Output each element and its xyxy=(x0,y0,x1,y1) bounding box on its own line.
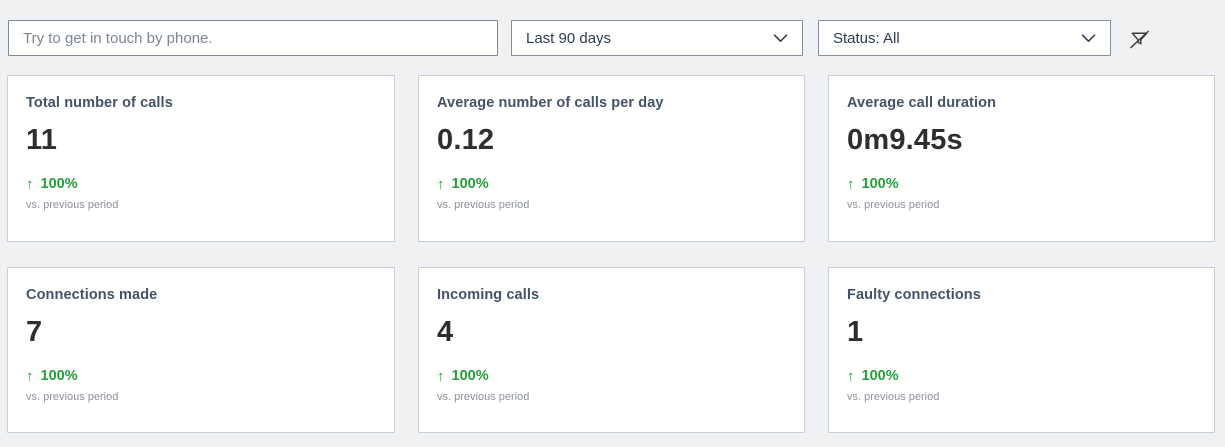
stats-grid: Total number of calls 11 ↑ 100% vs. prev… xyxy=(7,75,1215,433)
arrow-up-icon: ↑ xyxy=(847,175,855,193)
stat-card-delta: ↑ 100% xyxy=(847,176,1196,192)
stat-card-delta: ↑ 100% xyxy=(26,368,376,384)
stat-card-title: Faulty connections xyxy=(847,287,981,303)
stat-card-faulty-connections: Faulty connections 1 ↑ 100% vs. previous… xyxy=(828,267,1215,433)
stat-card-avg-call-duration: Average call duration 0m9.45s ↑ 100% vs.… xyxy=(828,75,1215,242)
stat-card-value: 11 xyxy=(26,124,58,156)
stat-card-avg-calls-per-day: Average number of calls per day 0.12 ↑ 1… xyxy=(418,75,805,242)
stat-card-title: Incoming calls xyxy=(437,287,540,303)
stat-card-value: 1 xyxy=(847,316,864,348)
stat-card-incoming-calls: Incoming calls 4 ↑ 100% vs. previous per… xyxy=(418,267,805,433)
status-dropdown[interactable]: Status: All xyxy=(818,20,1111,56)
stat-card-title: Average call duration xyxy=(847,95,997,111)
date-range-dropdown[interactable]: Last 90 days xyxy=(511,20,803,56)
status-value: Status: All xyxy=(833,29,900,47)
stat-card-value: 4 xyxy=(437,316,454,348)
stat-card-delta-value: 100% xyxy=(40,368,78,384)
stat-card-total-calls: Total number of calls 11 ↑ 100% vs. prev… xyxy=(7,75,395,242)
stat-card-comparison: vs. previous period xyxy=(26,199,119,211)
stat-card-delta-value: 100% xyxy=(40,176,78,192)
stat-card-title: Connections made xyxy=(26,287,158,303)
stat-card-delta-value: 100% xyxy=(451,176,489,192)
date-range-value: Last 90 days xyxy=(526,29,612,47)
search-input[interactable] xyxy=(8,20,498,56)
arrow-up-icon: ↑ xyxy=(847,367,855,385)
arrow-up-icon: ↑ xyxy=(437,175,445,193)
chevron-down-icon xyxy=(1081,33,1096,43)
filter-clear-icon xyxy=(1128,28,1151,51)
stat-card-delta: ↑ 100% xyxy=(437,368,786,384)
arrow-up-icon: ↑ xyxy=(26,367,34,385)
stat-card-value: 7 xyxy=(26,316,43,348)
stat-card-delta-value: 100% xyxy=(861,176,899,192)
arrow-up-icon: ↑ xyxy=(26,175,34,193)
stat-card-delta: ↑ 100% xyxy=(437,176,786,192)
stat-card-title: Total number of calls xyxy=(26,95,173,111)
stat-card-comparison: vs. previous period xyxy=(847,199,940,211)
stat-card-title: Average number of calls per day xyxy=(437,95,664,111)
stat-card-comparison: vs. previous period xyxy=(26,391,119,403)
stat-card-value: 0m9.45s xyxy=(847,124,963,156)
stat-card-delta: ↑ 100% xyxy=(26,176,376,192)
stat-card-delta-value: 100% xyxy=(451,368,489,384)
stat-card-comparison: vs. previous period xyxy=(847,391,940,403)
stat-card-comparison: vs. previous period xyxy=(437,199,530,211)
stat-card-delta: ↑ 100% xyxy=(847,368,1196,384)
arrow-up-icon: ↑ xyxy=(437,367,445,385)
stat-card-comparison: vs. previous period xyxy=(437,391,530,403)
stat-card-value: 0.12 xyxy=(437,124,495,156)
stat-card-delta-value: 100% xyxy=(861,368,899,384)
clear-filters-button[interactable] xyxy=(1124,24,1154,54)
chevron-down-icon xyxy=(773,33,788,43)
stat-card-connections-made: Connections made 7 ↑ 100% vs. previous p… xyxy=(7,267,395,433)
